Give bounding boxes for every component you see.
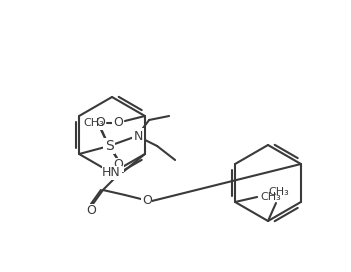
Text: O: O <box>113 116 123 129</box>
Text: O: O <box>95 116 105 129</box>
Text: HN: HN <box>102 166 121 180</box>
Text: O: O <box>113 159 123 172</box>
Text: CH₃: CH₃ <box>269 187 289 197</box>
Text: CH₃: CH₃ <box>83 118 104 128</box>
Text: O: O <box>142 194 152 208</box>
Text: N: N <box>133 129 143 143</box>
Text: O: O <box>86 205 96 218</box>
Text: S: S <box>105 139 113 153</box>
Text: CH₃: CH₃ <box>260 192 281 202</box>
